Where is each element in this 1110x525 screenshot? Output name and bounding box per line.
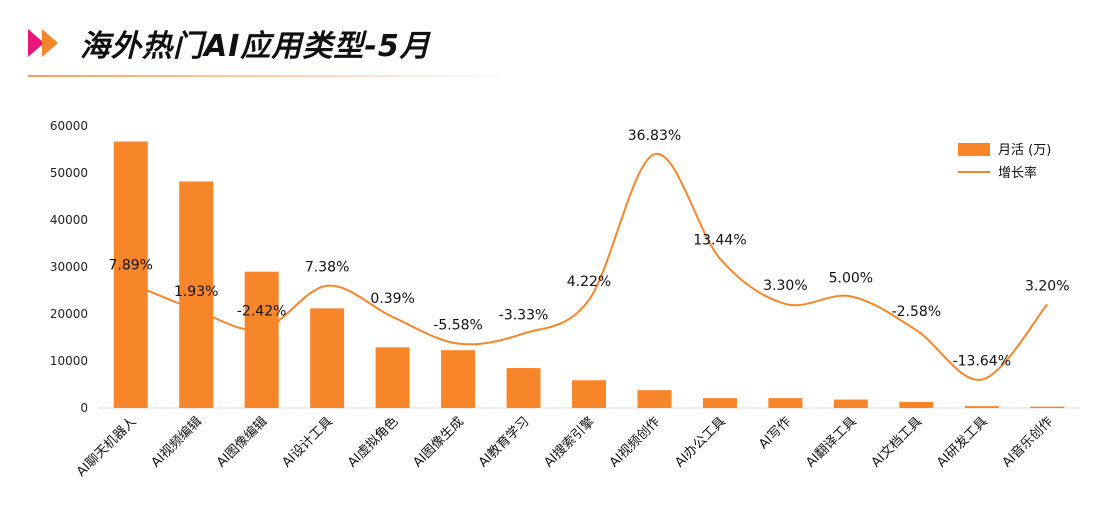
category-label: AI翻译工具 bbox=[803, 414, 859, 470]
bar bbox=[441, 350, 476, 408]
bar bbox=[768, 398, 803, 408]
category-label: AI音乐创作 bbox=[999, 414, 1056, 471]
y-tick-label: 20000 bbox=[50, 307, 88, 321]
category-label: AI图像生成 bbox=[411, 414, 467, 470]
bar bbox=[506, 368, 541, 408]
growth-rate-label: 7.38% bbox=[305, 260, 349, 276]
growth-rate-label: 36.83% bbox=[628, 128, 681, 144]
y-tick-label: 30000 bbox=[50, 260, 88, 274]
growth-rate-label: -2.42% bbox=[237, 303, 287, 319]
category-label: AI图像编辑 bbox=[214, 414, 270, 470]
bar bbox=[899, 401, 934, 408]
bar bbox=[179, 181, 214, 408]
category-label: AI办公工具 bbox=[672, 414, 728, 470]
title-underline bbox=[28, 75, 498, 77]
bar bbox=[833, 399, 868, 408]
bar bbox=[637, 390, 672, 408]
growth-rate-label: 0.39% bbox=[370, 291, 414, 307]
bar bbox=[1030, 406, 1065, 408]
bar bbox=[113, 141, 148, 408]
growth-rate-label: -3.33% bbox=[499, 308, 549, 324]
play-arrows-logo-icon bbox=[28, 29, 58, 57]
y-tick-label: 10000 bbox=[50, 354, 88, 368]
y-tick-label: 0 bbox=[80, 401, 88, 415]
growth-rate-label: 4.22% bbox=[567, 274, 611, 290]
bar bbox=[375, 347, 410, 408]
bar bbox=[964, 406, 999, 408]
y-tick-label: 50000 bbox=[50, 166, 88, 180]
category-label: AI虚拟角色 bbox=[344, 414, 401, 471]
category-label: AI设计工具 bbox=[280, 414, 336, 470]
bar bbox=[244, 271, 279, 408]
legend-label-growth: 增长率 bbox=[998, 165, 1037, 181]
bar bbox=[310, 308, 345, 408]
bar bbox=[702, 398, 737, 408]
bar bbox=[572, 380, 606, 408]
category-label: AI研发工具 bbox=[934, 414, 991, 471]
category-label: AI教育学习 bbox=[475, 414, 532, 471]
category-label: AI写作 bbox=[756, 414, 794, 452]
growth-rate-label: 1.93% bbox=[174, 284, 218, 300]
growth-rate-label: 3.20% bbox=[1025, 278, 1069, 294]
growth-rate-label: 13.44% bbox=[693, 233, 746, 249]
page-title: 海外热门AI应用类型-5月 bbox=[80, 29, 431, 64]
category-label: AI搜索引擎 bbox=[541, 414, 597, 470]
y-tick-label: 60000 bbox=[50, 119, 88, 133]
growth-rate-label: -2.58% bbox=[892, 304, 942, 320]
legend-bar-swatch bbox=[958, 143, 990, 156]
category-label: AI视频编辑 bbox=[149, 414, 205, 470]
growth-rate-label: -13.64% bbox=[953, 354, 1011, 370]
growth-rate-label: 3.30% bbox=[763, 278, 807, 294]
category-label: AI聊天机器人 bbox=[74, 414, 140, 480]
growth-rate-label: 7.89% bbox=[108, 257, 152, 273]
growth-rate-line bbox=[130, 153, 1049, 381]
page-header: 海外热门AI应用类型-5月 bbox=[22, 18, 431, 68]
category-label: AI文档工具 bbox=[869, 414, 925, 470]
category-label: AI视频创作 bbox=[607, 414, 663, 470]
growth-rate-label: -5.58% bbox=[433, 318, 483, 334]
legend-label-mau: 月活 (万) bbox=[998, 143, 1051, 158]
growth-rate-label: 5.00% bbox=[829, 270, 873, 286]
y-tick-label: 40000 bbox=[50, 213, 88, 227]
